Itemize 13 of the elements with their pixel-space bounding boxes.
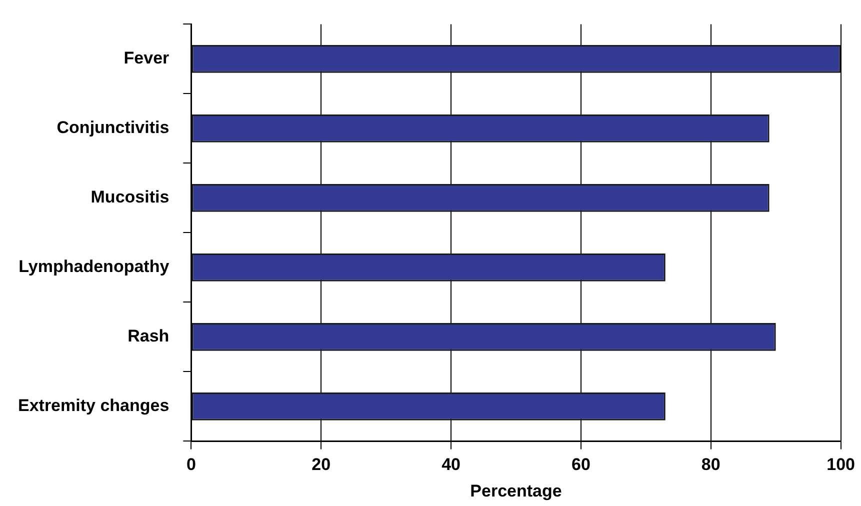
y-tick-label: Fever: [124, 48, 170, 68]
x-axis-title: Percentage: [470, 481, 562, 500]
y-tick-label: Mucositis: [90, 188, 170, 207]
x-tick-label: 20: [312, 455, 331, 474]
x-tick-label: 40: [442, 455, 460, 474]
x-tick-label: 0: [186, 455, 196, 474]
y-tick-label: Conjunctivitis: [56, 118, 170, 138]
y-tick-label: Extremity changes: [18, 396, 170, 416]
x-tick-label: 80: [701, 455, 720, 474]
x-tick-label: 60: [572, 455, 590, 474]
x-tick-label: 100: [826, 455, 856, 474]
y-tick-label: Rash: [128, 326, 170, 346]
y-tick-label: Lymphadenopathy: [18, 257, 170, 276]
